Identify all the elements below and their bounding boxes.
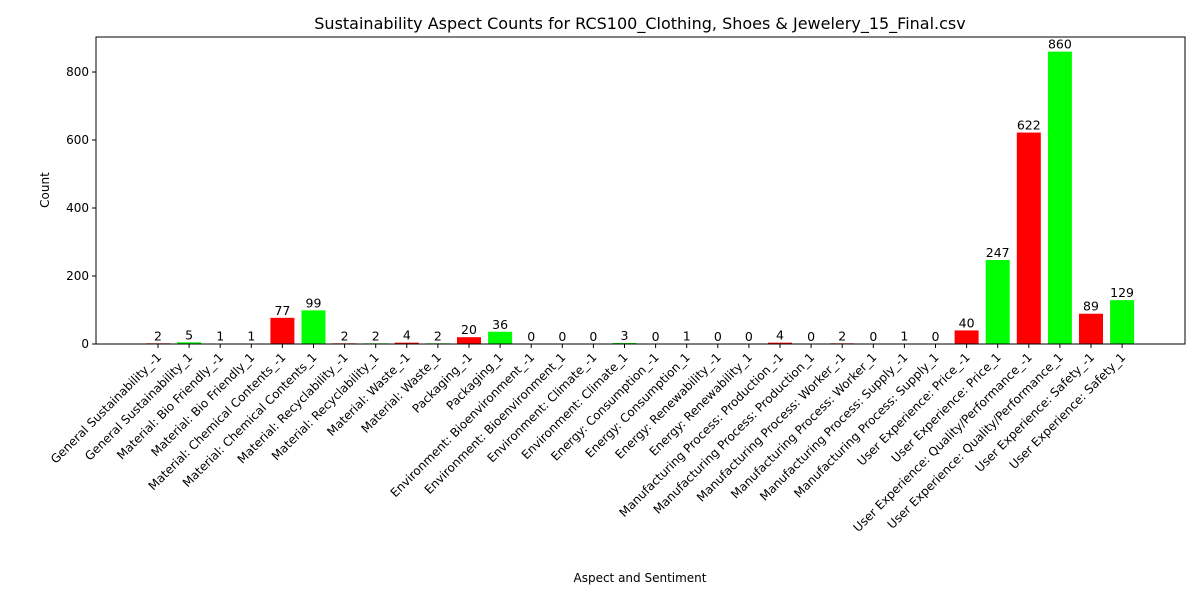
y-axis-label: Count	[38, 172, 52, 208]
bar-user-experience-quality-performance-1	[1047, 51, 1072, 344]
data-label-user-experience-price-1: 247	[986, 245, 1010, 260]
bar-general-sustainability-1	[177, 342, 202, 344]
data-label-manufacturing-process-supply-1: 1	[900, 329, 908, 344]
y-tick-label: 800	[66, 65, 89, 79]
data-label-material-chemical-contents-1: 99	[306, 295, 322, 310]
data-label-environment-climate-1: 0	[589, 329, 597, 344]
bar-user-experience-price-1	[985, 260, 1010, 344]
bar-material-waste-1	[394, 342, 419, 344]
bar-material-chemical-contents-1	[301, 310, 326, 344]
bar-user-experience-quality-performance-1	[1016, 132, 1041, 344]
data-label-packaging-1: 20	[461, 322, 477, 337]
x-axis-label: Aspect and Sentiment	[574, 571, 707, 585]
data-label-material-bio-friendly-1: 1	[247, 329, 255, 344]
data-label-general-sustainability-1: 2	[154, 328, 162, 343]
data-label-energy-consumption-1: 1	[683, 329, 691, 344]
data-label-material-recyclability-1: 2	[341, 328, 349, 343]
data-label-environment-bioenvironment-1: 0	[527, 329, 535, 344]
data-labels-group: 2 5 1 177 992 2 4 2 20 360 0 0 3 0 1 0 0 4 0 2 0 1 04024762286…	[154, 37, 1134, 344]
bar-user-experience-safety-1	[1110, 300, 1135, 344]
data-label-environment-climate-1: 3	[621, 328, 629, 343]
y-tick-label: 400	[66, 201, 89, 215]
data-label-user-experience-price-1: 40	[959, 315, 975, 330]
data-label-user-experience-quality-performance-1: 860	[1048, 37, 1072, 52]
data-label-environment-bioenvironment-1: 0	[558, 329, 566, 344]
data-label-user-experience-safety-1: 129	[1110, 285, 1134, 300]
data-label-energy-renewability-1: 0	[714, 329, 722, 344]
bar-packaging-1	[457, 337, 481, 344]
data-label-energy-renewability-1: 0	[745, 329, 753, 344]
data-label-material-waste-1: 2	[434, 328, 442, 343]
bar-user-experience-price-1	[954, 330, 979, 344]
bar-environment-climate-1	[612, 342, 637, 344]
plot-frame	[95, 36, 1186, 345]
bar-packaging-1	[488, 331, 513, 344]
bar-material-chemical-contents-1	[270, 317, 295, 344]
data-label-manufacturing-process-worker-1: 2	[838, 328, 846, 343]
y-axis-ticks: 0 200 400 600 800	[66, 65, 96, 351]
bar-manufacturing-process-production-1	[768, 342, 792, 344]
data-label-manufacturing-process-supply-1: 0	[932, 329, 940, 344]
data-label-material-recyclability-1: 2	[372, 328, 380, 343]
data-label-manufacturing-process-production-1: 0	[807, 329, 815, 344]
y-tick-label: 0	[81, 337, 89, 351]
chart-title: Sustainability Aspect Counts for RCS100_…	[314, 14, 965, 34]
data-label-user-experience-safety-1: 89	[1083, 299, 1099, 314]
data-label-packaging-1: 36	[492, 317, 508, 332]
y-tick-label: 600	[66, 133, 89, 147]
bar-user-experience-safety-1	[1079, 313, 1103, 344]
bars-group	[146, 51, 1135, 344]
data-label-material-bio-friendly-1: 1	[216, 329, 224, 344]
y-tick-label: 200	[66, 269, 89, 283]
data-label-material-chemical-contents-1: 77	[274, 303, 290, 318]
data-label-manufacturing-process-production-1: 4	[776, 328, 784, 343]
data-label-energy-consumption-1: 0	[652, 329, 660, 344]
data-label-user-experience-quality-performance-1: 622	[1017, 118, 1041, 133]
data-label-manufacturing-process-worker-1: 0	[869, 329, 877, 344]
data-label-general-sustainability-1: 5	[185, 327, 193, 342]
data-label-material-waste-1: 4	[403, 328, 411, 343]
